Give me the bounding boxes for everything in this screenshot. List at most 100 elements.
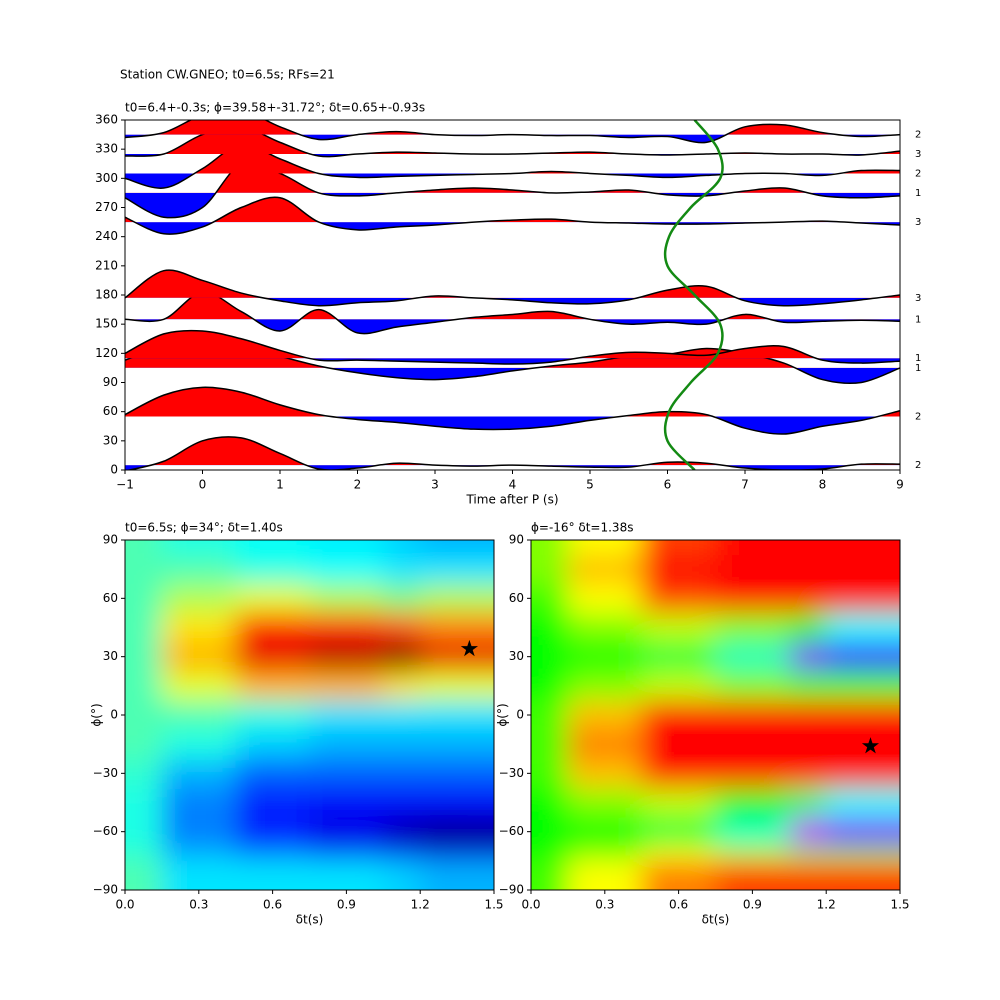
y-tick-label: −60 xyxy=(499,824,524,838)
x-axis-label: Time after P (s) xyxy=(465,493,558,507)
heatmap-cell xyxy=(567,817,643,848)
x-tick-label: 6 xyxy=(664,478,672,492)
heatmap-cell xyxy=(125,787,163,819)
y-tick-label: 60 xyxy=(103,591,118,605)
heatmap-cell xyxy=(826,817,900,848)
heatmap-cell xyxy=(309,787,385,819)
y-tick-label: −60 xyxy=(93,824,118,838)
trace-count: 2 xyxy=(915,412,921,423)
heatmap-cell xyxy=(420,817,494,848)
heatmap-cell xyxy=(309,758,385,789)
positive-fill xyxy=(125,387,900,417)
figure-title: Station CW.GNEO; t0=6.5s; RFs=21 xyxy=(120,68,335,82)
y-tick-label: −90 xyxy=(499,883,524,897)
heatmap-cell xyxy=(641,700,717,731)
y-tick-label: 30 xyxy=(509,649,524,663)
heatmap-cell xyxy=(531,642,569,673)
trace-line xyxy=(125,329,900,365)
positive-fill-group xyxy=(125,197,900,223)
heatmap-cell xyxy=(641,860,717,890)
x-tick-label: 5 xyxy=(586,478,594,492)
heatmap-cell xyxy=(235,540,311,556)
positive-fill-group xyxy=(151,436,900,466)
heatmap-cell xyxy=(826,554,900,585)
heatmap-cell xyxy=(161,671,237,702)
x-tick-label: 0.9 xyxy=(743,898,762,912)
y-tick-label: 0 xyxy=(516,708,524,722)
heatmap-cell xyxy=(309,671,385,702)
heatmap-cell xyxy=(125,642,163,673)
heatmap-cell xyxy=(641,787,717,819)
heatmap-cell xyxy=(420,612,494,644)
x-axis-label: δt(s) xyxy=(296,913,324,927)
heatmap-cell xyxy=(826,700,900,731)
positive-fill-group xyxy=(125,387,900,417)
axes-title: ϕ=-16° δt=1.38s xyxy=(531,521,633,535)
heatmap-cell xyxy=(715,612,791,644)
heatmap-cell xyxy=(125,540,163,556)
y-tick-label: 330 xyxy=(95,142,118,156)
y-tick-label: 360 xyxy=(95,113,118,127)
heatmap-cell xyxy=(567,860,643,890)
heatmap-cell xyxy=(235,700,311,731)
x-tick-label: 2 xyxy=(354,478,362,492)
x-tick-label: 1.2 xyxy=(817,898,836,912)
heatmap-cell xyxy=(826,729,900,760)
x-tick-label: 0.3 xyxy=(595,898,614,912)
heatmap-cell xyxy=(420,671,494,702)
heatmap-cell xyxy=(531,540,569,556)
y-tick-label: 30 xyxy=(103,649,118,663)
positive-fill-group xyxy=(125,340,796,368)
heatmap-cell xyxy=(161,642,237,673)
trace-count: 1 xyxy=(915,363,921,374)
y-axis-label: ϕ(°) xyxy=(90,703,104,726)
y-tick-label: 0 xyxy=(110,463,118,477)
y-tick-label: 180 xyxy=(95,288,118,302)
heatmap-cell xyxy=(161,729,237,760)
heatmap-cell xyxy=(235,583,311,614)
heatmap-cell xyxy=(715,540,791,556)
negative-fill xyxy=(125,319,900,334)
heatmap-cell xyxy=(125,671,163,702)
heatmap xyxy=(125,540,494,890)
heatmap-cell xyxy=(715,642,791,673)
negative-fill-group xyxy=(125,134,900,143)
traces xyxy=(125,120,900,470)
positive-fill-group xyxy=(125,270,900,298)
heatmap-cell xyxy=(826,583,900,614)
heatmap-cell xyxy=(567,642,643,673)
x-tick-label: 0.3 xyxy=(189,898,208,912)
heatmap-cell xyxy=(309,860,385,890)
heatmap-cell xyxy=(531,817,569,848)
y-tick-label: 0 xyxy=(110,708,118,722)
trace-count: 3 xyxy=(915,217,921,228)
x-axis-label: δt(s) xyxy=(702,913,730,927)
heatmap-cell xyxy=(125,758,163,789)
heatmap-cell xyxy=(826,758,900,789)
heatmap-cell xyxy=(161,787,237,819)
heatmap-cell xyxy=(309,612,385,644)
y-tick-label: 60 xyxy=(509,591,524,605)
y-tick-label: −30 xyxy=(499,766,524,780)
heatmap-cell xyxy=(715,583,791,614)
heatmap-cell xyxy=(715,758,791,789)
heatmap-cell xyxy=(641,540,717,556)
negative-fill-group xyxy=(125,367,900,384)
x-tick-label: 1 xyxy=(276,478,284,492)
x-tick-label: 0.9 xyxy=(337,898,356,912)
heatmap-cell xyxy=(826,671,900,702)
x-tick-label: 0.6 xyxy=(669,898,688,912)
heatmap-cell xyxy=(125,817,163,848)
heatmap-cell xyxy=(235,642,311,673)
heatmap-cell xyxy=(641,729,717,760)
y-tick-label: −30 xyxy=(93,766,118,780)
heatmap-cell xyxy=(161,583,237,614)
trace-count: 2 xyxy=(915,460,921,471)
heatmap-cell xyxy=(531,554,569,585)
trace-line xyxy=(125,291,900,335)
heatmap-cell xyxy=(125,700,163,731)
heatmap-cell xyxy=(235,817,311,848)
y-tick-label: 300 xyxy=(95,171,118,185)
y-tick-label: −90 xyxy=(93,883,118,897)
heatmap-cell xyxy=(235,554,311,585)
